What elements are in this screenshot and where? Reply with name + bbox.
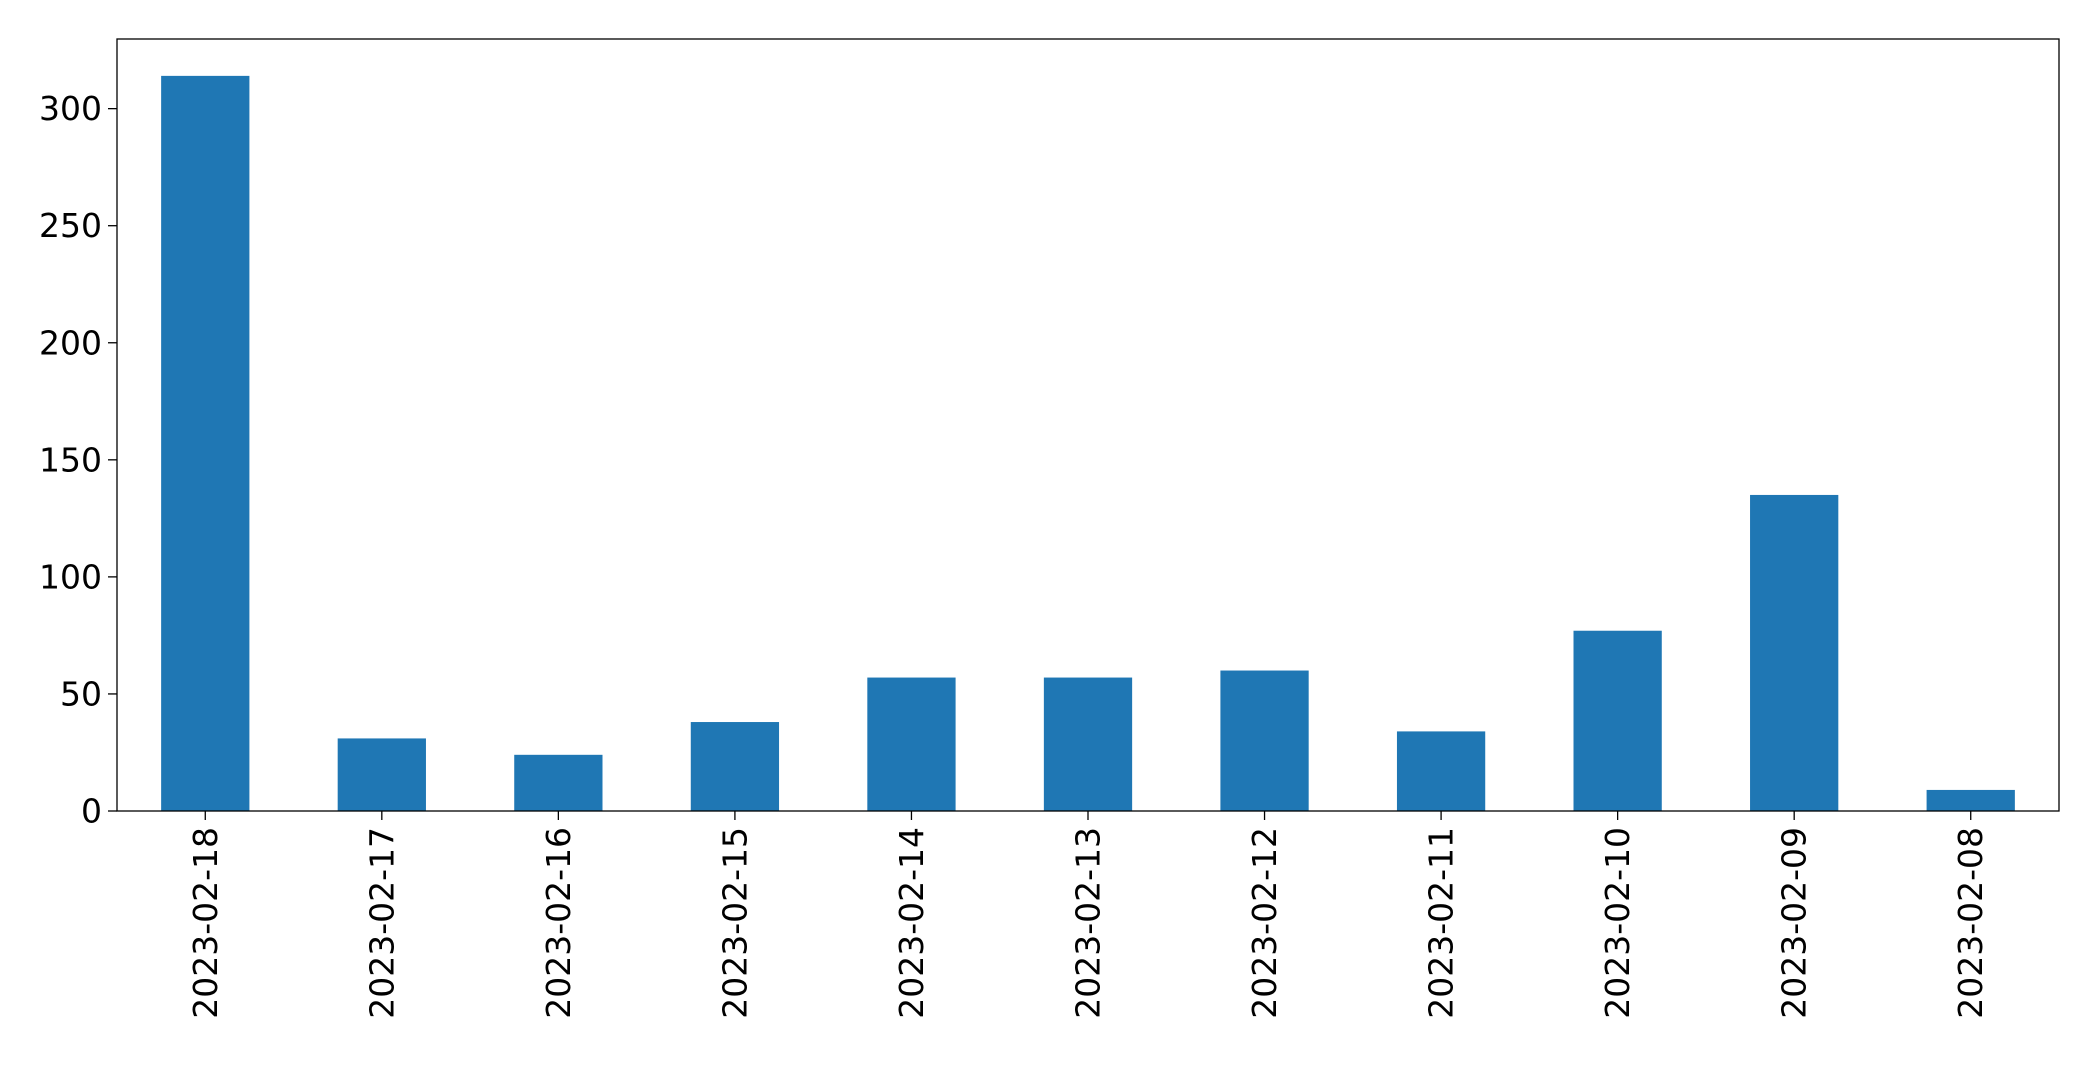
x-tick-label: 2023-02-16 bbox=[539, 827, 578, 1019]
x-tick-label: 2023-02-11 bbox=[1422, 827, 1461, 1019]
x-tick-label: 2023-02-17 bbox=[362, 827, 401, 1019]
x-tick-label: 2023-02-09 bbox=[1775, 827, 1814, 1019]
x-tick-label: 2023-02-13 bbox=[1069, 827, 1108, 1019]
bar-2023-02-13 bbox=[1043, 677, 1133, 811]
bar-2023-02-08 bbox=[1926, 789, 2015, 811]
y-axis: 0 50 100 150 200 250 300 bbox=[39, 89, 117, 831]
bar-2023-02-10 bbox=[1573, 630, 1662, 811]
y-tick-label: 0 bbox=[81, 792, 102, 831]
bar-2023-02-17 bbox=[337, 738, 426, 811]
bar-2023-02-14 bbox=[867, 677, 956, 811]
y-tick-label: 300 bbox=[39, 89, 102, 128]
bar-2023-02-11 bbox=[1396, 731, 1486, 811]
y-tick-label: 100 bbox=[39, 557, 102, 596]
bar-2023-02-12 bbox=[1220, 670, 1309, 811]
y-tick-label: 50 bbox=[60, 674, 102, 713]
x-tick-label: 2023-02-08 bbox=[1951, 827, 1990, 1019]
bar-2023-02-16 bbox=[514, 754, 603, 811]
bar-2023-02-15 bbox=[690, 722, 780, 811]
x-tick-label: 2023-02-12 bbox=[1245, 827, 1284, 1019]
x-axis: 2023-02-18 2023-02-17 2023-02-16 2023-02-15… bbox=[186, 811, 1990, 1019]
y-tick-label: 150 bbox=[39, 440, 102, 479]
x-tick-label: 2023-02-14 bbox=[892, 827, 931, 1019]
bar-2023-02-09 bbox=[1750, 494, 1839, 811]
x-tick-label: 2023-02-15 bbox=[715, 827, 754, 1019]
bars-layer bbox=[161, 75, 2015, 811]
plot-frame bbox=[116, 38, 2060, 812]
bar-2023-02-18 bbox=[161, 75, 250, 811]
y-tick-label: 250 bbox=[39, 206, 102, 245]
y-tick-label: 200 bbox=[39, 323, 102, 362]
x-tick-label: 2023-02-18 bbox=[186, 827, 225, 1019]
x-tick-label: 2023-02-10 bbox=[1598, 827, 1637, 1019]
